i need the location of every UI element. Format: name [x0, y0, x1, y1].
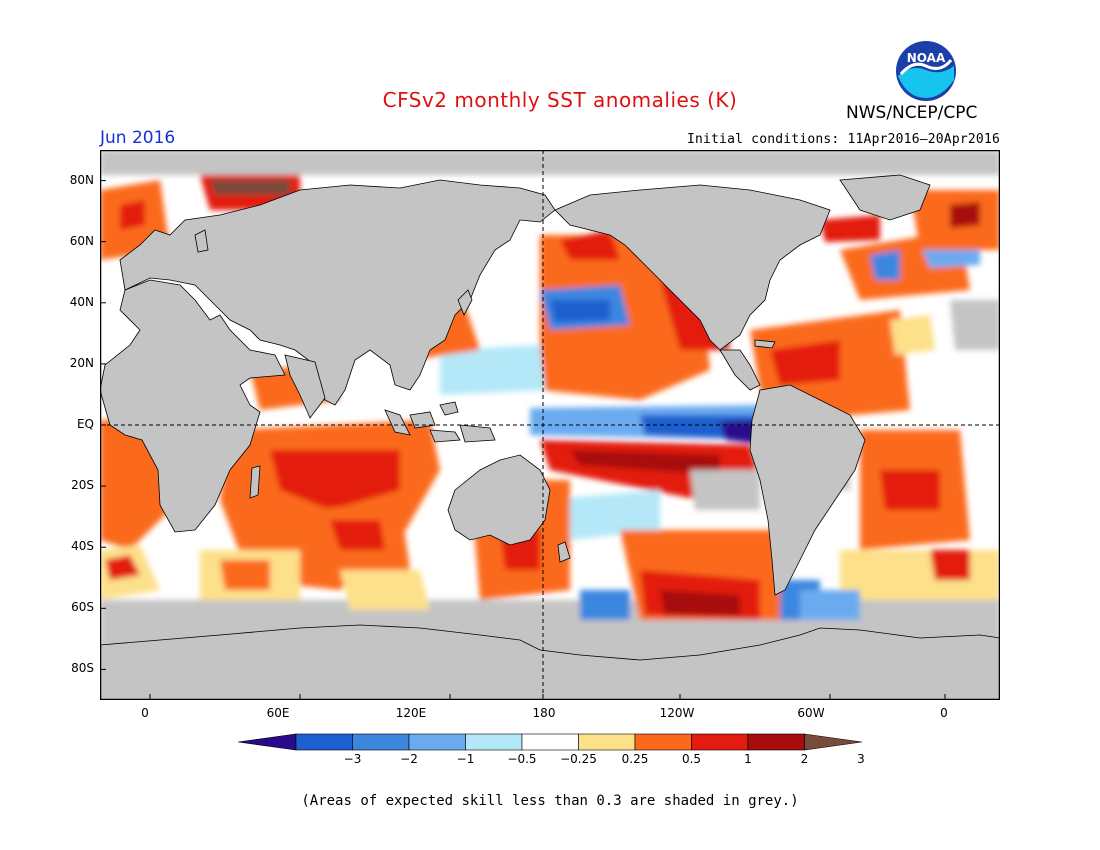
noaa-logo: NOAA: [896, 41, 956, 101]
lat-label-80n: 80N: [69, 173, 94, 187]
colorbar-label: −3: [343, 752, 362, 766]
colorbar-label: 0.5: [681, 752, 702, 766]
colorbar-segment: [238, 733, 297, 751]
lon-label-60w: 60W: [797, 706, 825, 720]
initial-conditions: Initial conditions: 11Apr2016–20Apr2016: [686, 132, 1000, 147]
colorbar-segment: [295, 733, 353, 751]
lat-label-60n: 60N: [69, 234, 94, 248]
lat-label-40n: 40N: [69, 295, 94, 309]
lat-label-80s: 80S: [71, 661, 94, 675]
lon-label-60e: 60E: [266, 706, 290, 720]
colorbar-segment: [747, 733, 805, 751]
map-title: CFSv2 monthly SST anomalies (K): [382, 88, 738, 112]
colorbar-label: 3: [857, 752, 865, 766]
colorbar-segment: [578, 733, 636, 751]
sst-anomaly-map: [100, 150, 1000, 700]
lon-label-0: 0: [141, 706, 149, 720]
lon-label-120e: 120E: [395, 706, 427, 720]
colorbar-label: −2: [400, 752, 418, 766]
agency-label: NWS/NCEP/CPC: [846, 103, 978, 123]
skill-footnote: (Areas of expected skill less than 0.3 a…: [301, 793, 799, 809]
axis-ticks: [100, 180, 946, 700]
colorbar-label: −0.25: [560, 752, 597, 766]
colorbar-segment: [634, 733, 692, 751]
colorbar-label: 0.25: [621, 752, 649, 766]
colorbar: [238, 733, 862, 751]
lat-label-60s: 60S: [71, 600, 94, 614]
colorbar-label: 1: [744, 752, 752, 766]
colorbar-segment: [804, 733, 862, 751]
svg-text:NOAA: NOAA: [907, 51, 946, 65]
colorbar-label: −1: [456, 752, 475, 766]
lat-label-20n: 20N: [69, 356, 94, 370]
colorbar-segment: [691, 733, 749, 751]
colorbar-label: −0.5: [507, 752, 537, 766]
lat-label-20s: 20S: [71, 478, 94, 492]
colorbar-segment: [352, 733, 410, 751]
land: [100, 174, 1000, 700]
lat-label-40s: 40S: [71, 539, 94, 553]
lat-label-eq: EQ: [76, 417, 94, 431]
lon-label-0-east: 0: [940, 706, 948, 720]
forecast-month: Jun 2016: [100, 128, 176, 148]
colorbar-segment: [465, 733, 523, 751]
lon-label-180: 180: [532, 706, 556, 720]
lon-label-120w: 120W: [659, 706, 695, 720]
colorbar-segment: [408, 733, 466, 751]
colorbar-segment: [521, 733, 579, 751]
colorbar-label: 2: [800, 752, 809, 766]
